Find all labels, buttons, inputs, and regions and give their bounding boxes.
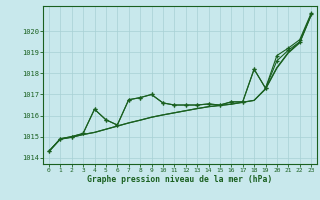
X-axis label: Graphe pression niveau de la mer (hPa): Graphe pression niveau de la mer (hPa) [87, 175, 273, 184]
